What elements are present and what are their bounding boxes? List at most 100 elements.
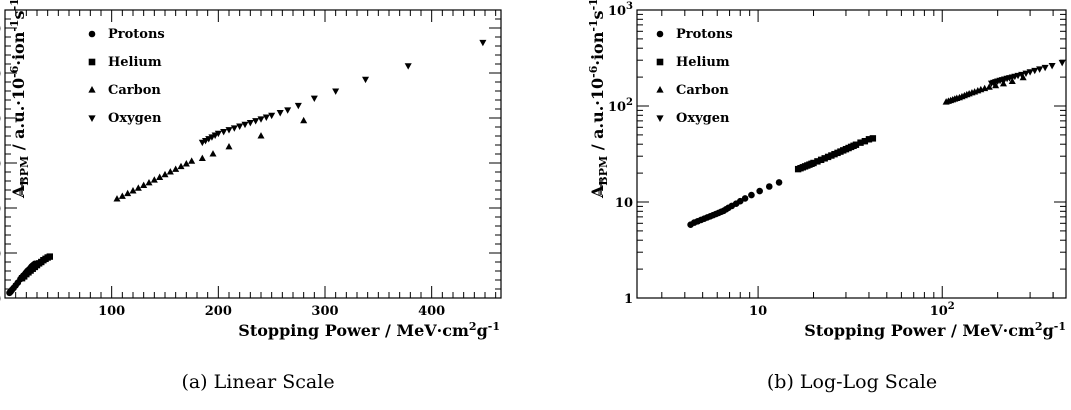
- data-point-carbon: [150, 176, 158, 183]
- caption-linear: (a) Linear Scale: [181, 371, 334, 393]
- data-point-carbon: [257, 132, 265, 139]
- legend-linear: Protons Helium Carbon Oxygen: [88, 27, 165, 126]
- data-point-carbon: [129, 187, 137, 194]
- x-tick-label: 100: [98, 304, 125, 319]
- legend-label-protons: Protons: [108, 27, 165, 42]
- data-point-carbon: [172, 165, 180, 172]
- legend-marker-oxygen: [88, 115, 96, 122]
- data-point-protons: [765, 183, 773, 190]
- data-point-carbon: [985, 83, 993, 90]
- legend-label-helium: Helium: [108, 55, 162, 70]
- x-tick-label: 10: [749, 304, 767, 319]
- legend-marker-carbon: [656, 86, 664, 93]
- legend-marker-helium: [656, 58, 664, 66]
- data-point-protons: [748, 191, 755, 199]
- y-tick-label: 1: [624, 292, 633, 307]
- data-point-carbon: [188, 157, 196, 164]
- ticks-loglog: [637, 10, 1066, 299]
- data-points-loglog: [687, 59, 1066, 229]
- data-point-helium: [817, 156, 825, 164]
- y-tick-label: 250: [0, 67, 1, 82]
- legend-label-oxygen: Oxygen: [676, 111, 730, 126]
- y-tick-label: 50: [0, 247, 1, 262]
- data-point-helium: [861, 137, 869, 145]
- data-point-protons: [741, 195, 749, 202]
- data-point-carbon: [182, 160, 190, 167]
- y-axis-label-linear: ABPM / a.u.·10-6·ion-1s-1: [8, 0, 31, 199]
- data-point-oxygen: [332, 88, 340, 95]
- data-point-oxygen: [1022, 70, 1030, 77]
- x-tick-label: 300: [311, 304, 338, 319]
- data-point-oxygen: [225, 127, 233, 134]
- data-point-oxygen: [257, 116, 265, 123]
- data-point-oxygen: [246, 119, 254, 127]
- data-point-carbon: [124, 189, 132, 197]
- legend-marker-protons: [88, 30, 96, 38]
- data-point-carbon: [113, 195, 121, 202]
- data-point-carbon: [134, 184, 142, 191]
- data-point-helium: [46, 253, 53, 260]
- y-tick-label: 100: [0, 202, 1, 217]
- y-tick-label: 200: [0, 112, 1, 127]
- data-point-oxygen: [1041, 64, 1049, 72]
- data-point-oxygen: [362, 76, 370, 84]
- data-point-oxygen: [262, 114, 270, 121]
- y-tick-label: 103: [608, 1, 633, 19]
- legend-label-carbon: Carbon: [676, 83, 729, 98]
- y-tick-label: 102: [608, 97, 633, 115]
- data-point-helium: [824, 153, 832, 161]
- data-point-carbon: [177, 162, 185, 170]
- data-point-carbon: [999, 80, 1007, 87]
- panel-loglog: 1 10 102 103 10 102 Protons Helium Carbon Oxygen…: [587, 0, 1067, 393]
- data-point-carbon: [156, 173, 164, 180]
- x-tick-label: 200: [205, 304, 232, 319]
- data-points-linear: [6, 39, 487, 297]
- data-point-protons: [756, 187, 763, 195]
- data-point-oxygen: [479, 39, 487, 47]
- data-point-carbon: [166, 168, 174, 175]
- x-tick-label: 102: [930, 301, 955, 319]
- data-point-protons: [736, 197, 744, 205]
- data-point-oxygen: [294, 102, 302, 110]
- data-point-helium: [810, 159, 817, 167]
- data-point-oxygen: [310, 95, 318, 103]
- x-axis-label-loglog: Stopping Power / MeV·cm2g-1: [804, 320, 1066, 340]
- y-tick-label: 150: [0, 157, 1, 172]
- data-point-protons: [775, 179, 783, 186]
- x-tick-label: 400: [418, 304, 445, 319]
- data-point-helium: [821, 155, 828, 162]
- data-point-helium: [869, 135, 877, 142]
- legend-marker-protons: [656, 30, 664, 38]
- legend-marker-carbon: [88, 86, 96, 93]
- data-point-carbon: [140, 181, 148, 189]
- data-point-oxygen: [230, 125, 238, 132]
- data-point-oxygen: [1036, 66, 1044, 73]
- legend-label-helium: Helium: [676, 55, 730, 70]
- legend-label-carbon: Carbon: [108, 83, 161, 98]
- y-tick-label: 0: [0, 292, 1, 307]
- data-point-oxygen: [220, 128, 228, 136]
- data-point-carbon: [225, 142, 233, 150]
- data-point-carbon: [145, 178, 153, 186]
- data-point-helium: [865, 136, 873, 143]
- data-point-helium: [857, 139, 864, 146]
- data-point-oxygen: [236, 123, 244, 130]
- data-point-oxygen: [1048, 62, 1056, 70]
- tick-labels-linear: 0 50 100 150 200 250 300 100 200 300 400: [0, 22, 445, 319]
- tick-labels-loglog: 1 10 102 103 10 102: [608, 1, 955, 319]
- legend-label-oxygen: Oxygen: [108, 111, 162, 126]
- x-axis-label-linear: Stopping Power / MeV·cm2g-1: [238, 320, 500, 340]
- ticks-linear: [5, 9, 501, 299]
- legend-marker-oxygen: [656, 115, 664, 122]
- data-point-oxygen: [268, 112, 276, 120]
- data-point-carbon: [1019, 73, 1027, 81]
- data-point-oxygen: [1058, 59, 1066, 67]
- y-tick-label: 300: [0, 22, 1, 37]
- data-point-oxygen: [1031, 67, 1039, 75]
- plot-frame-loglog: [636, 9, 1067, 299]
- data-point-oxygen: [214, 130, 222, 138]
- data-point-carbon: [118, 192, 126, 199]
- data-point-carbon: [198, 154, 206, 162]
- data-point-oxygen: [241, 121, 249, 129]
